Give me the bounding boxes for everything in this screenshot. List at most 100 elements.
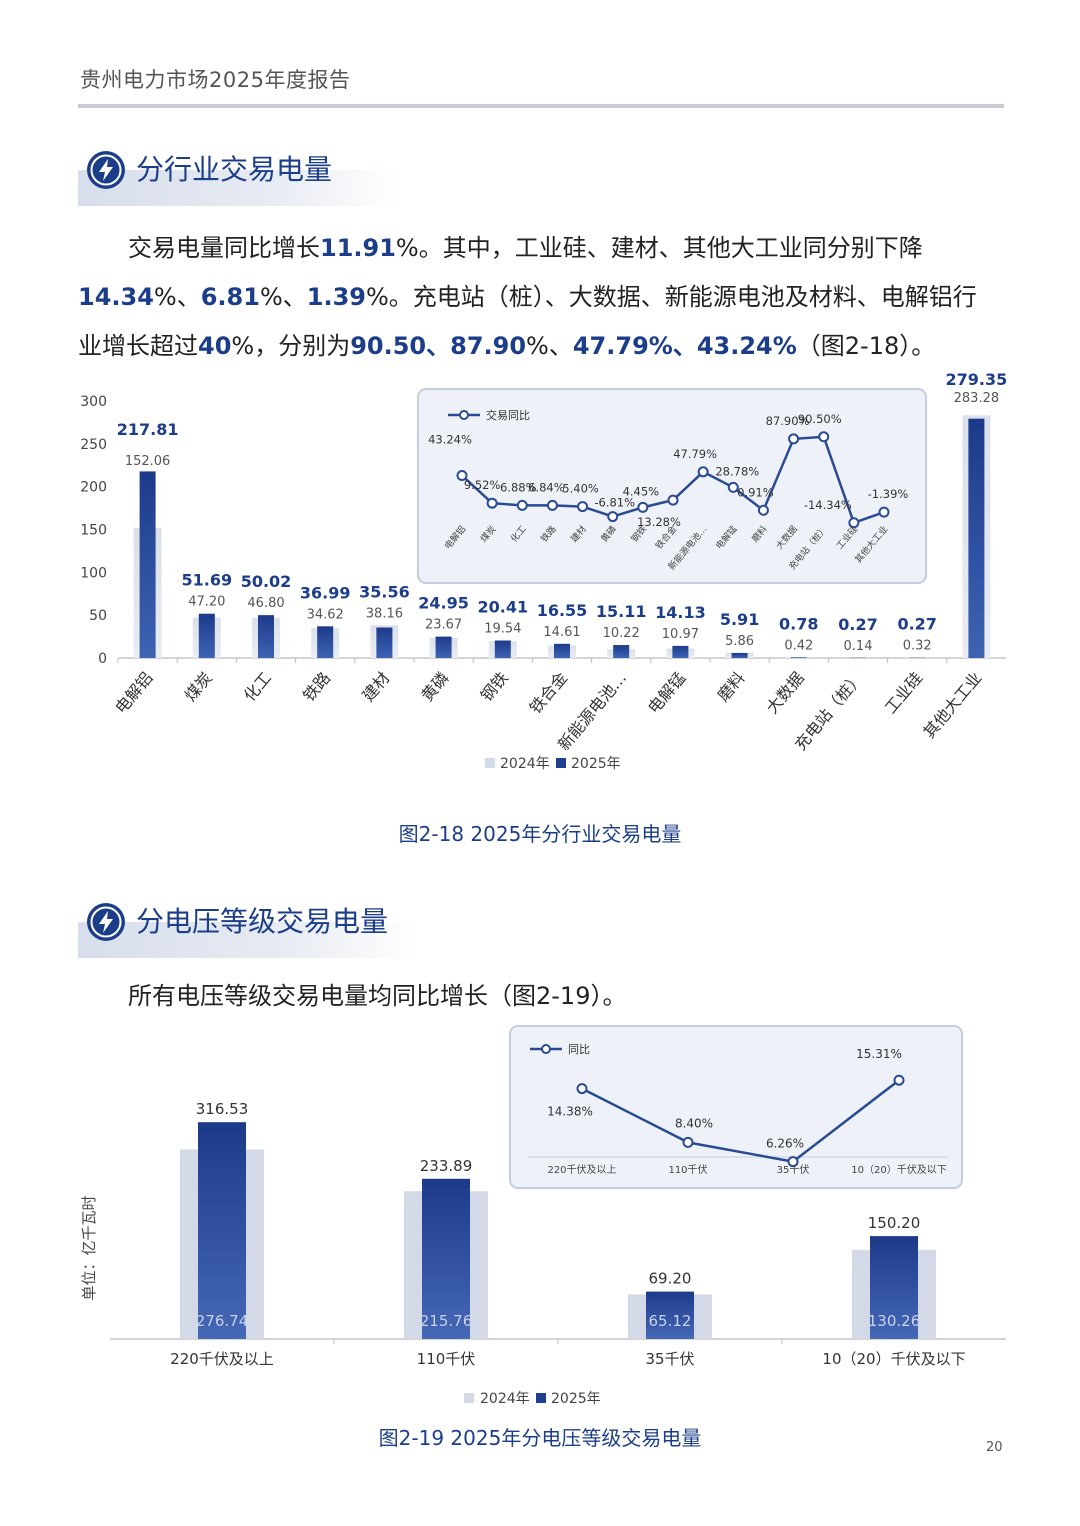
inset-point-label: -6.81%	[594, 496, 635, 510]
inset-point-label: 6.84%	[528, 480, 565, 494]
x-category-label: 工业硅	[881, 668, 926, 717]
x-category-label: 大数据	[762, 668, 807, 717]
legend-swatch-2025	[556, 758, 566, 768]
y-tick-label: 300	[80, 394, 107, 410]
highlighted-value: 14.34	[78, 283, 154, 311]
data-label-2024: 0.32	[903, 639, 932, 654]
page-number: 20	[986, 1440, 1003, 1455]
paragraph-text: %。其中，工业硅、建材、其他大工业同分别下降	[395, 234, 923, 262]
bar-2025	[613, 645, 630, 658]
inset-point-label: 6.26%	[766, 1137, 804, 1151]
lightning-icon	[87, 151, 125, 189]
section-heading-band	[78, 170, 398, 206]
section-title: 分电压等级交易电量	[136, 905, 389, 938]
data-label-2025: 51.69	[181, 571, 232, 590]
data-label-2025: 16.55	[537, 601, 588, 620]
inset-legend-label: 交易同比	[486, 408, 530, 422]
legend-swatch-2024	[464, 1393, 474, 1403]
inset-point	[893, 1074, 905, 1086]
data-label-2025: 15.11	[596, 602, 647, 621]
inset-point-label: 9.52%	[464, 478, 501, 492]
data-label-2024: 47.20	[188, 595, 225, 610]
inset-point	[486, 497, 498, 509]
legend-label-2024: 2024年	[500, 756, 550, 772]
paragraph-text: %、	[153, 283, 201, 311]
x-category-label: 钢铁	[477, 668, 512, 705]
x-category-label: 10（20）千伏及以下	[822, 1350, 965, 1368]
x-category-label: 化工	[240, 668, 275, 705]
report-header-title: 贵州电力市场2025年度报告	[80, 68, 351, 92]
data-label-2025: 233.89	[420, 1157, 473, 1175]
data-label-2024: 19.54	[484, 622, 521, 637]
y-axis-unit-label: 单位：亿千瓦时	[80, 1195, 98, 1300]
data-label-2025: 14.13	[655, 603, 706, 622]
y-tick-label: 50	[89, 608, 107, 624]
x-category-label: 黄磷	[418, 668, 453, 705]
inset-point-label: 15.31%	[856, 1047, 902, 1061]
bar-2025	[317, 626, 334, 658]
inset-point	[682, 1136, 694, 1148]
highlighted-value: 11.91	[320, 234, 396, 262]
data-label-2024: 34.62	[307, 607, 344, 622]
figure-caption: 图2-18 2025年分行业交易电量	[398, 822, 682, 846]
y-tick-label: 150	[80, 523, 107, 539]
x-category-label: 35千伏	[645, 1350, 694, 1368]
legend-swatch-2025	[536, 1393, 546, 1403]
inset-point	[667, 494, 679, 506]
voltage-summary-paragraph: 所有电压等级交易电量均同比增长（图2-19）。	[78, 972, 1008, 1021]
inset-point-label: 43.24%	[428, 433, 472, 447]
highlighted-value: 1.39	[306, 283, 366, 311]
inset-point-label: 47.79%	[673, 447, 717, 461]
y-tick-label: 250	[80, 437, 107, 453]
x-category-label: 110千伏	[417, 1350, 476, 1368]
paragraph-text: %，分别为	[231, 332, 351, 360]
inset-category-label: 220千伏及以上	[547, 1163, 616, 1176]
paragraph-text: %、	[526, 332, 573, 360]
inset-point	[818, 431, 830, 443]
x-category-label: 其他大工业	[919, 668, 985, 742]
paragraph-text: 交易电量同比增长	[128, 234, 320, 262]
inset-point	[697, 466, 709, 478]
paragraph-line: 交易电量同比增长11.91%。其中，工业硅、建材、其他大工业同分别下降	[78, 224, 1008, 273]
inset-point	[577, 501, 589, 513]
inset-point	[757, 504, 769, 516]
inset-point	[848, 517, 860, 529]
inset-point	[456, 470, 468, 482]
x-category-label: 电解锰	[644, 668, 689, 717]
industry-bar-chart: 0 50 100 150 200 250 300 217.81 152.06 电解铝 51.69 47…	[80, 370, 1007, 772]
data-label-2025: 35.56	[359, 582, 410, 601]
data-label-2025: 20.41	[477, 598, 528, 617]
highlighted-value: 47.79%、43.24%	[572, 332, 797, 360]
data-label-2024: 0.42	[784, 638, 813, 653]
inset-point	[546, 499, 558, 511]
data-label-2024: 215.76	[420, 1312, 473, 1330]
inset-legend-marker	[459, 410, 469, 420]
bar-2025	[422, 1178, 470, 1339]
section-title: 分行业交易电量	[136, 153, 333, 186]
inset-point-label: -14.34%	[804, 498, 852, 512]
y-tick-label: 200	[80, 480, 107, 496]
figure-caption: 图2-19 2025年分电压等级交易电量	[378, 1426, 702, 1450]
data-label-2024: 283.28	[954, 391, 1000, 406]
x-category-label: 磨料	[714, 668, 749, 705]
data-label-2024: 0.14	[844, 639, 873, 654]
inset-point-label: 90.50%	[798, 412, 842, 426]
inset-point-label: 28.78%	[715, 464, 759, 478]
inset-point	[787, 1156, 799, 1168]
data-label-2024: 65.12	[649, 1312, 692, 1330]
section-heading-industry: 分行业交易电量	[78, 146, 398, 206]
data-label-2024: 5.86	[725, 634, 754, 649]
paragraph-text: %。充电站（桩）、大数据、新能源电池及材料、电解铝行	[365, 283, 977, 311]
data-label-2024: 10.22	[603, 626, 640, 641]
inset-series-line	[581, 1079, 900, 1163]
legend-label-2024: 2024年	[480, 1391, 530, 1407]
bar-2025	[790, 657, 807, 658]
inset-point-label: 4.45%	[623, 484, 660, 498]
paragraph-text: %、	[259, 283, 307, 311]
inset-category-label: 10（20）千伏及以下	[851, 1163, 946, 1176]
inset-point	[516, 499, 528, 511]
inset-panel	[509, 1025, 963, 1189]
data-label-2024: 276.74	[196, 1312, 249, 1330]
bar-2025	[646, 1291, 694, 1339]
legend-label-2025: 2025年	[571, 756, 621, 772]
